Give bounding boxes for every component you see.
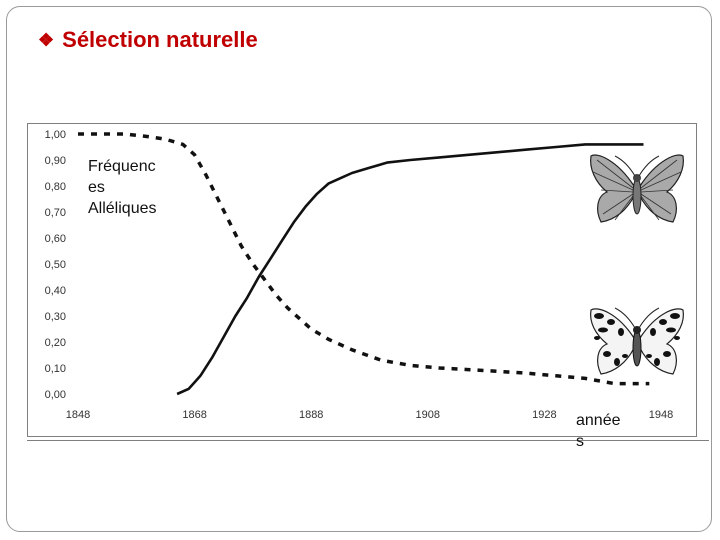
series-line-solid bbox=[176, 143, 644, 396]
diamond-bullet-icon: ❖ bbox=[38, 29, 55, 50]
slide-frame bbox=[6, 6, 712, 532]
y-tick-label: 0,00 bbox=[45, 389, 66, 401]
y-tick-label: 0,30 bbox=[45, 311, 66, 323]
series-lines bbox=[78, 132, 650, 396]
y-tick-label: 0,10 bbox=[45, 363, 66, 375]
y-tick-label: 0,90 bbox=[45, 155, 66, 167]
y-axis-label-line: Fréquenc bbox=[88, 158, 156, 175]
y-axis-label-line: es bbox=[88, 179, 105, 196]
x-axis-label: année s bbox=[576, 410, 628, 452]
x-tick-label: 1848 bbox=[66, 409, 90, 421]
x-tick-label: 1908 bbox=[416, 409, 440, 421]
y-tick-label: 0,20 bbox=[45, 337, 66, 349]
y-tick-labels: 0,00 0,10 0,20 0,30 0,40 0,50 0,60 0,70 0,80 0,90… bbox=[45, 129, 66, 401]
slide-title-text: Sélection naturelle bbox=[62, 27, 258, 52]
x-tick-label: 1868 bbox=[182, 409, 206, 421]
chart-baseline-rule bbox=[27, 440, 709, 441]
y-tick-label: 0,40 bbox=[45, 285, 66, 297]
x-tick-labels: 1848 1868 1888 1908 1928 1948 bbox=[66, 409, 673, 421]
x-axis-label-line: s bbox=[576, 433, 584, 450]
x-tick-label: 1948 bbox=[649, 409, 673, 421]
x-tick-label: 1928 bbox=[532, 409, 556, 421]
y-axis-label: Fréquenc es Alléliques bbox=[88, 156, 168, 219]
y-tick-label: 0,70 bbox=[45, 207, 66, 219]
chart-frame bbox=[27, 123, 697, 437]
slide-title: ❖ Sélection naturelle bbox=[38, 27, 258, 53]
y-tick-label: 0,80 bbox=[45, 181, 66, 193]
y-tick-label: 0,60 bbox=[45, 233, 66, 245]
y-tick-label: 1,00 bbox=[45, 129, 66, 141]
dark-moth-icon bbox=[590, 154, 684, 223]
x-tick-label: 1888 bbox=[299, 409, 323, 421]
x-axis-label-line: année bbox=[576, 412, 621, 429]
y-tick-label: 0,50 bbox=[45, 259, 66, 271]
series-line-dashed bbox=[78, 132, 650, 386]
light-moth-icon bbox=[590, 307, 684, 375]
y-axis-label-line: Alléliques bbox=[88, 200, 157, 217]
